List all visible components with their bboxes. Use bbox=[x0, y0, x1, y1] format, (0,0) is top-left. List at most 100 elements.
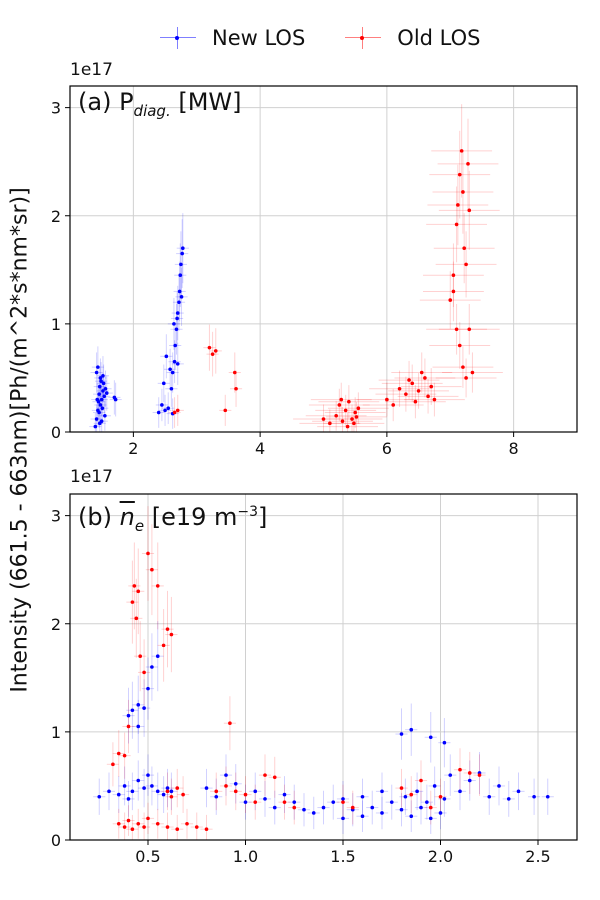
panel-a-new-los-point bbox=[94, 417, 99, 421]
panel-b-title: (b) ne [e19 m−3] bbox=[78, 503, 267, 535]
panel-b-new-los-point bbox=[282, 792, 287, 797]
panel-a-sci-label: 1e17 bbox=[70, 60, 113, 80]
panel-b-new-los-point bbox=[243, 800, 248, 804]
panel-a-old-los-point bbox=[416, 389, 421, 393]
panel-b-new-los-point bbox=[399, 732, 404, 736]
panel-b-new-los-point bbox=[380, 811, 384, 815]
panel-a-old-los-point bbox=[350, 417, 354, 421]
panel-a-old-los-point bbox=[172, 410, 177, 415]
panel-b-old-los-point bbox=[419, 778, 423, 783]
panel-b-new-los-point bbox=[302, 807, 306, 812]
panel-b-old-los-point bbox=[399, 786, 404, 790]
panel-b-xtick-label: 1.0 bbox=[233, 847, 258, 866]
panel-a-old-los-point bbox=[343, 408, 348, 413]
panel-a-old-los-point bbox=[429, 384, 434, 389]
panel-b-new-los-point bbox=[204, 786, 209, 790]
panel-a-title-tail: [MW] bbox=[178, 88, 242, 116]
panel-a-ytick-label: 2 bbox=[51, 207, 61, 226]
panel-a-new-los-point bbox=[97, 421, 102, 426]
panel-b-sci-label: 1e17 bbox=[70, 467, 113, 487]
panel-a-old-los-point bbox=[462, 246, 466, 250]
panel-b-xtick-label: 1.5 bbox=[330, 847, 355, 866]
panel-a-new-los-point bbox=[97, 384, 102, 389]
panel-a-new-los-point bbox=[95, 397, 100, 402]
panel-b-old-los-point bbox=[116, 821, 121, 826]
panel-b-new-los-point bbox=[448, 773, 453, 777]
panel-a-old-los-point bbox=[175, 408, 180, 413]
panel-b-new-los-point bbox=[458, 789, 462, 794]
panel-a-new-los-point bbox=[101, 381, 106, 386]
panel-a-new-los-point bbox=[172, 322, 176, 326]
panel-a-new-los-point bbox=[99, 397, 104, 402]
panel-b-new-los-point bbox=[155, 789, 160, 794]
panel-b-new-los-point bbox=[130, 708, 135, 713]
panel-b-new-los-point bbox=[130, 789, 135, 794]
panel-a-old-los-point bbox=[234, 386, 238, 391]
panel-a-old-los-point bbox=[337, 403, 342, 407]
panel-b-new-los-point bbox=[126, 797, 131, 801]
panel-a-new-los-point bbox=[173, 343, 178, 348]
panel-b-new-los-point bbox=[122, 784, 127, 788]
panel-a-old-los-point bbox=[464, 376, 468, 380]
panel-b-old-los-point bbox=[130, 600, 135, 604]
panel-b-old-los-point bbox=[136, 589, 141, 594]
panel-b-new-los-point bbox=[150, 665, 154, 669]
panel-b-old-los-point bbox=[130, 827, 135, 831]
panel-b-old-los-point bbox=[341, 800, 345, 804]
panel-b-old-los-point bbox=[214, 789, 219, 794]
panel-b-new-los-point bbox=[415, 789, 419, 794]
panel-a-new-los-point bbox=[175, 316, 179, 321]
panel-b-old-los-point bbox=[142, 670, 146, 675]
panel-b-new-los-point bbox=[341, 797, 345, 801]
panel-b-old-los-point bbox=[467, 771, 472, 775]
panel-a-new-los-point bbox=[103, 386, 108, 391]
panel-b-new-los-point bbox=[146, 773, 150, 777]
panel-a-old-los-point bbox=[321, 417, 326, 421]
panel-a-new-los-point bbox=[98, 376, 103, 380]
panel-a-old-los-point bbox=[385, 397, 389, 402]
panel-a-new-los-point bbox=[156, 410, 161, 415]
panel-a-old-los-point bbox=[459, 149, 464, 153]
legend-item-old-los: Old LOS bbox=[345, 26, 480, 50]
panel-a-new-los-point bbox=[99, 379, 103, 383]
panel-a-old-los-point bbox=[353, 410, 357, 415]
panel-a-new-los-point bbox=[175, 311, 180, 315]
panel-b-new-los-point bbox=[497, 784, 501, 788]
panel-a-new-los-point bbox=[179, 295, 184, 299]
panel-b-old-los-point bbox=[155, 821, 160, 826]
panel-b-new-los-point bbox=[360, 814, 365, 819]
panel-a-new-los-point bbox=[103, 413, 107, 418]
legend: New LOS Old LOS bbox=[160, 26, 480, 50]
panel-b-new-los-point bbox=[224, 773, 228, 777]
panel-b-new-los-point bbox=[442, 797, 447, 801]
panel-b-old-los-point bbox=[292, 805, 297, 810]
panel-a-old-los-point bbox=[466, 162, 470, 166]
panel-b-old-los-point bbox=[142, 825, 146, 829]
panel-b-old-los-point bbox=[438, 794, 443, 799]
panel-a-new-los-point bbox=[113, 397, 118, 402]
panel-b: 0.5 1.0 1.5 2.0 2.5 0 1 2 3 bbox=[51, 493, 578, 866]
panel-b-new-los-point bbox=[146, 686, 150, 691]
panel-a-new-los-point bbox=[97, 392, 101, 396]
panel-a-new-los-point bbox=[179, 262, 183, 267]
panel-a-old-los-point bbox=[347, 399, 351, 404]
panel-b-new-los-point bbox=[409, 727, 414, 732]
panel-b-new-los-point bbox=[389, 800, 394, 804]
panel-b-new-los-point bbox=[169, 789, 174, 794]
panel-b-title-tail: [e19 m bbox=[151, 503, 238, 531]
panel-a-new-los-point bbox=[166, 406, 171, 411]
panel-a-new-los-point bbox=[98, 403, 103, 407]
panel-b-new-los-point bbox=[409, 814, 414, 819]
panel-b-new-los-point bbox=[399, 807, 404, 812]
panel-b-old-los-point bbox=[146, 816, 150, 821]
panel-b-old-los-point bbox=[233, 789, 238, 794]
panel-b-new-los-point bbox=[370, 805, 375, 810]
panel-b-new-los-point bbox=[126, 713, 131, 718]
panel-b-new-los-point bbox=[263, 797, 267, 801]
panel-b-old-los-point bbox=[146, 551, 150, 556]
panel-b-new-los-point bbox=[432, 784, 437, 788]
panel-b-old-los-point bbox=[350, 805, 355, 810]
legend-marker-old-los bbox=[345, 27, 382, 49]
panel-a-old-los-point bbox=[456, 203, 460, 207]
panel-a-new-los-point bbox=[93, 424, 98, 429]
